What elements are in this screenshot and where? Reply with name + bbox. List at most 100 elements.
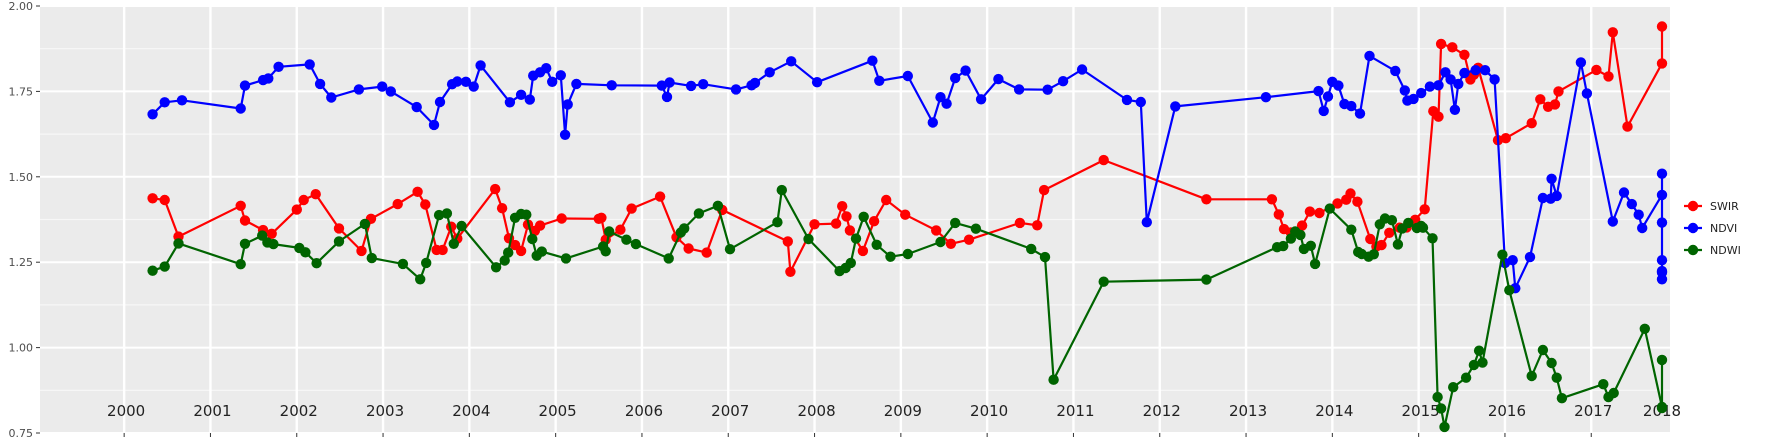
data-point-swir bbox=[515, 245, 527, 257]
data-point-swir bbox=[615, 224, 626, 235]
data-point-ndvi bbox=[1433, 80, 1444, 91]
data-point-swir bbox=[868, 216, 880, 227]
data-point-ndwi bbox=[333, 236, 345, 247]
data-point-swir bbox=[626, 203, 637, 214]
data-point-ndvi bbox=[1489, 74, 1500, 85]
data-point-swir bbox=[147, 193, 158, 204]
minor-gridlines bbox=[40, 48, 1670, 391]
data-point-ndvi bbox=[1551, 190, 1562, 202]
data-point-ndvi bbox=[1618, 187, 1630, 198]
data-point-swir bbox=[1098, 154, 1109, 166]
data-point-ndwi bbox=[1639, 323, 1651, 334]
data-point-ndvi bbox=[1459, 67, 1470, 79]
year-label: 2012 bbox=[1143, 402, 1181, 420]
data-point-swir bbox=[1304, 206, 1316, 217]
data-point-ndwi bbox=[159, 261, 170, 272]
data-point-ndwi bbox=[560, 253, 572, 264]
data-point-ndwi bbox=[1039, 251, 1051, 263]
data-point-ndwi bbox=[1346, 224, 1357, 235]
data-point-swir bbox=[931, 225, 942, 236]
data-point-swir bbox=[1459, 49, 1470, 60]
data-point-ndwi bbox=[950, 217, 961, 229]
data-point-ndwi bbox=[1403, 217, 1414, 229]
data-point-ndvi bbox=[1507, 255, 1518, 266]
data-point-ndwi bbox=[1537, 344, 1549, 356]
year-label: 2013 bbox=[1229, 402, 1267, 420]
data-point-ndvi bbox=[1313, 85, 1324, 97]
data-point-ndwi bbox=[1526, 370, 1537, 382]
data-point-ndwi bbox=[1497, 249, 1508, 260]
data-point-ndvi bbox=[1537, 192, 1549, 204]
legend-item-ndvi: NDVI bbox=[1684, 222, 1737, 235]
data-point-ndvi bbox=[235, 103, 246, 114]
data-point-ndvi bbox=[555, 70, 566, 81]
data-point-ndwi bbox=[1656, 354, 1668, 366]
legend-label: SWIR bbox=[1710, 200, 1739, 213]
legend-key-point bbox=[1687, 200, 1699, 212]
data-point-ndwi bbox=[724, 244, 736, 255]
year-label: 2017 bbox=[1574, 402, 1612, 420]
data-point-swir bbox=[1332, 198, 1343, 209]
year-label: 2010 bbox=[970, 402, 1008, 420]
data-point-swir bbox=[1014, 217, 1026, 229]
data-point-ndwi bbox=[776, 184, 787, 196]
data-point-swir bbox=[1296, 220, 1308, 231]
y-tick-label: 1.50 bbox=[9, 171, 34, 184]
legend-key-point bbox=[1687, 244, 1699, 256]
data-point-swir bbox=[333, 223, 345, 234]
data-point-ndvi bbox=[1633, 209, 1644, 220]
legend: SWIR NDVI NDWI bbox=[1684, 200, 1741, 257]
data-point-ndvi bbox=[874, 75, 885, 87]
data-point-swir bbox=[701, 247, 712, 258]
data-point-swir bbox=[298, 194, 309, 206]
data-point-swir bbox=[534, 220, 546, 231]
data-point-swir bbox=[841, 211, 852, 222]
data-point-ndwi bbox=[239, 238, 251, 249]
data-point-ndvi bbox=[1479, 65, 1491, 76]
data-point-ndwi bbox=[1201, 274, 1212, 285]
data-point-ndwi bbox=[448, 238, 459, 249]
data-point-ndwi bbox=[1432, 391, 1443, 403]
data-point-swir bbox=[1622, 121, 1633, 132]
data-point-swir bbox=[1526, 118, 1537, 129]
data-point-swir bbox=[945, 238, 957, 249]
data-point-swir bbox=[900, 209, 911, 220]
data-point-ndwi bbox=[621, 234, 632, 245]
data-point-ndwi bbox=[1295, 229, 1306, 241]
data-point-ndwi bbox=[456, 220, 467, 232]
y-tick-label: 0.75 bbox=[9, 427, 34, 440]
data-point-swir bbox=[1419, 204, 1430, 215]
data-point-ndvi bbox=[1424, 81, 1436, 92]
data-point-swir bbox=[1352, 196, 1363, 207]
data-point-swir bbox=[1607, 27, 1619, 38]
data-point-ndvi bbox=[1607, 216, 1619, 227]
data-point-ndvi bbox=[434, 96, 446, 108]
data-point-ndvi bbox=[927, 117, 938, 128]
data-point-ndwi bbox=[359, 218, 371, 230]
data-point-ndwi bbox=[268, 238, 279, 250]
series-layer bbox=[147, 21, 1668, 433]
y-tick-label: 1.00 bbox=[9, 342, 34, 355]
data-point-ndvi bbox=[975, 94, 987, 105]
data-point-ndvi bbox=[1453, 78, 1464, 90]
data-point-ndwi bbox=[850, 233, 862, 244]
data-point-swir bbox=[291, 204, 302, 215]
data-point-swir bbox=[392, 198, 403, 210]
data-point-swir bbox=[235, 200, 246, 211]
data-point-ndvi bbox=[786, 56, 797, 67]
data-point-swir bbox=[654, 191, 666, 202]
data-point-ndwi bbox=[1427, 233, 1438, 244]
data-point-ndwi bbox=[441, 208, 453, 219]
data-point-ndvi bbox=[1416, 87, 1427, 99]
data-point-ndwi bbox=[366, 252, 377, 264]
data-point-swir bbox=[1656, 58, 1668, 69]
data-point-ndvi bbox=[993, 73, 1004, 85]
data-point-ndvi bbox=[263, 73, 274, 84]
data-point-ndvi bbox=[314, 78, 326, 90]
data-point-ndwi bbox=[693, 208, 705, 219]
y-axis: 0.75 1.00 1.25 1.50 1.75 2.00 bbox=[9, 0, 40, 440]
y-tick-label: 1.25 bbox=[9, 256, 34, 269]
data-point-ndvi bbox=[1656, 189, 1668, 201]
data-point-ndvi bbox=[656, 80, 667, 91]
data-point-ndvi bbox=[385, 86, 396, 97]
